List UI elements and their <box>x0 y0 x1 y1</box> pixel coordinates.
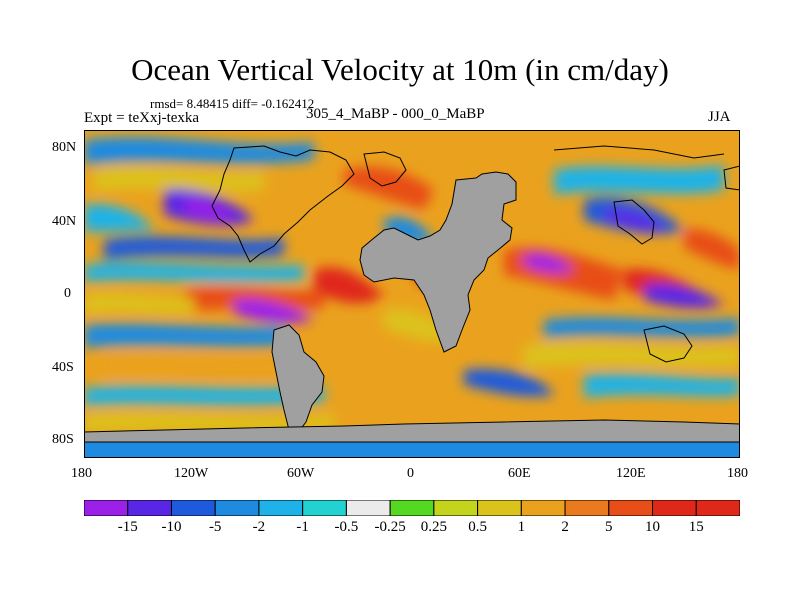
coastlines <box>211 145 740 363</box>
lat-tick: 40S <box>52 360 74 375</box>
colorbar-swatch <box>258 500 304 516</box>
velocity-map <box>84 130 740 458</box>
colorbar-swatch <box>608 500 654 516</box>
lon-tick: 120W <box>174 466 209 481</box>
colorbar-label: -5 <box>208 519 222 535</box>
colorbar-label: 10 <box>645 519 661 535</box>
stats-label: rmsd= 8.48415 diff= -0.162412 <box>150 96 315 111</box>
lon-tick: 120E <box>616 466 646 481</box>
map-frame <box>84 130 740 458</box>
colorbar-label: 2 <box>561 519 569 535</box>
colorbar-label: 0.5 <box>468 519 487 535</box>
colorbar-label: 1 <box>517 519 526 535</box>
colorbar-label: -15 <box>117 519 138 535</box>
colorbar-label: 5 <box>605 519 613 535</box>
colorbar-swatch <box>477 500 522 516</box>
velocity-pattern <box>84 137 740 432</box>
land-masses <box>84 171 740 443</box>
map-panel <box>84 130 740 458</box>
colorbar-label: -1 <box>296 519 309 535</box>
lat-tick: 80S <box>52 432 74 447</box>
colorbar-swatch <box>520 500 566 516</box>
colorbar-swatch <box>345 500 391 516</box>
season-label: JJA <box>708 109 731 125</box>
colorbar-swatch <box>564 500 610 516</box>
colorbar-swatch <box>214 500 260 516</box>
colorbar-swatch <box>433 500 479 516</box>
lon-tick: 180 <box>727 466 748 481</box>
colorbar-label: 15 <box>688 519 704 535</box>
lon-tick: 60W <box>287 466 315 481</box>
colorbar-swatch <box>127 500 172 516</box>
colorbar-swatch <box>652 500 697 516</box>
colorbar-label: -2 <box>252 519 266 535</box>
south-america-land <box>271 324 325 436</box>
colorbar-label: -10 <box>161 519 182 535</box>
difference-label: 305_4_MaBP - 000_0_MaBP <box>306 106 485 122</box>
colorbar-swatch <box>170 500 216 516</box>
colorbar-swatch <box>84 500 129 516</box>
colorbar-label: -0.5 <box>334 519 359 535</box>
antarctica-land <box>84 419 740 443</box>
plot-title: Ocean Vertical Velocity at 10m (in cm/da… <box>131 52 669 87</box>
experiment-label: Expt = teXxj-texka <box>84 110 200 126</box>
lon-tick: 180 <box>71 466 92 481</box>
lat-tick: 40N <box>52 214 77 229</box>
lat-tick: 80N <box>52 140 77 155</box>
colorbar <box>84 500 740 516</box>
colorbar-label: -0.25 <box>374 519 406 535</box>
lon-tick: 0 <box>407 466 414 481</box>
colorbar-swatch <box>389 500 435 516</box>
lon-tick: 60E <box>508 466 531 481</box>
africa-eurasia-land <box>359 171 517 353</box>
colorbar-swatch <box>695 500 740 516</box>
colorbar-swatch <box>302 500 347 516</box>
lat-tick: 0 <box>64 286 71 301</box>
colorbar-label: 0.25 <box>420 519 447 535</box>
